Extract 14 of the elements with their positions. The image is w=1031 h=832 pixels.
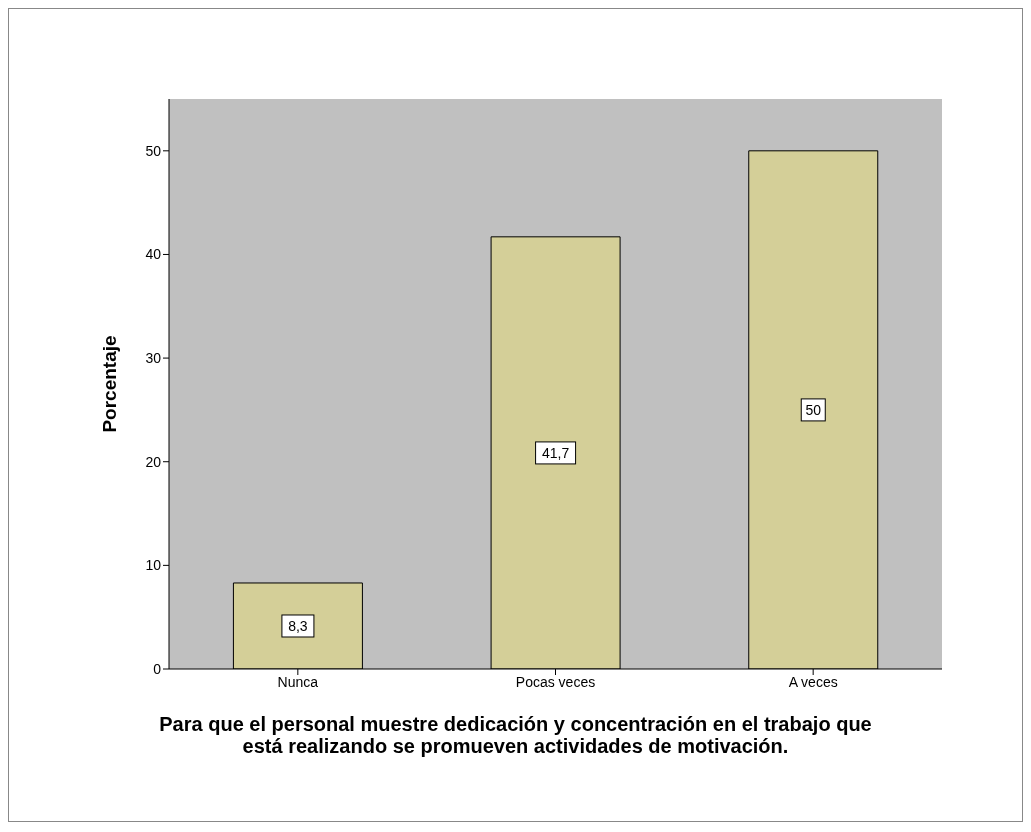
y-tick-label: 0 [153, 660, 162, 677]
y-tick-label: 20 [145, 453, 162, 470]
y-tick-label: 50 [145, 142, 162, 159]
y-tick-label: 30 [145, 350, 162, 367]
y-tick-label: 10 [145, 557, 162, 574]
data-label: 50 [805, 401, 822, 418]
y-axis-title: Porcentaje [98, 335, 120, 433]
data-label: 8,3 [288, 617, 308, 634]
x-axis-title: Para que el personal muestre dedicación y concentración en el trabajo que está realizando se promueven actividades de motivación. [158, 713, 873, 757]
x-tick-label: Pocas veces [515, 673, 596, 690]
y-tick-label: 40 [145, 246, 162, 263]
data-label: 41,7 [541, 444, 570, 461]
x-tick-label: Nunca [277, 673, 319, 690]
x-tick-label: A veces [788, 673, 838, 690]
